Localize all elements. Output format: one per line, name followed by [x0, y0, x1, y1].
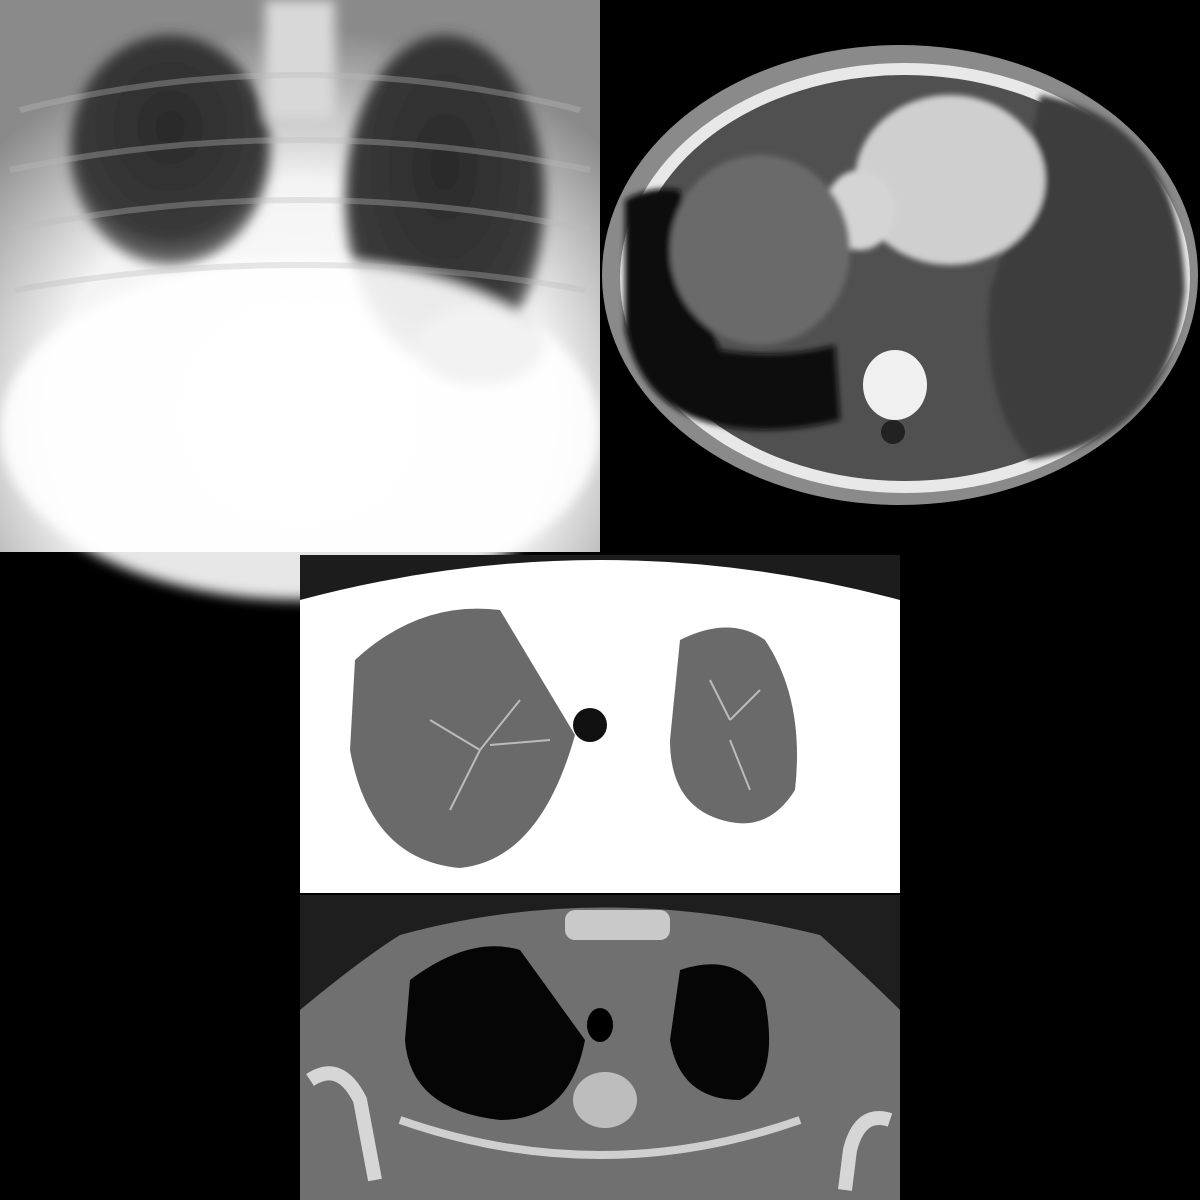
vessels [429, 679, 761, 811]
right-scapula [306, 1066, 382, 1182]
mass [670, 155, 850, 345]
left-lung [670, 964, 770, 1100]
ribs [9, 72, 591, 293]
spinal-canal [881, 420, 905, 444]
left-lung [670, 627, 797, 824]
right-lung [350, 608, 575, 868]
vertebra [863, 350, 927, 420]
trachea [587, 1008, 613, 1042]
ct-bone-window [300, 895, 900, 1200]
ct-contrast [600, 0, 1200, 505]
vertebra [573, 1072, 637, 1128]
heart [855, 95, 1045, 265]
chest-xray [0, 0, 600, 600]
left-scapula [838, 1111, 893, 1191]
sternum [565, 910, 670, 940]
right-lung [405, 946, 585, 1120]
ct-lung-window [300, 555, 900, 893]
spine [265, 0, 335, 120]
right-lung-lucency [70, 35, 270, 265]
trachea [573, 708, 607, 742]
posterior-ribs [398, 1116, 802, 1159]
opacity [0, 260, 600, 600]
